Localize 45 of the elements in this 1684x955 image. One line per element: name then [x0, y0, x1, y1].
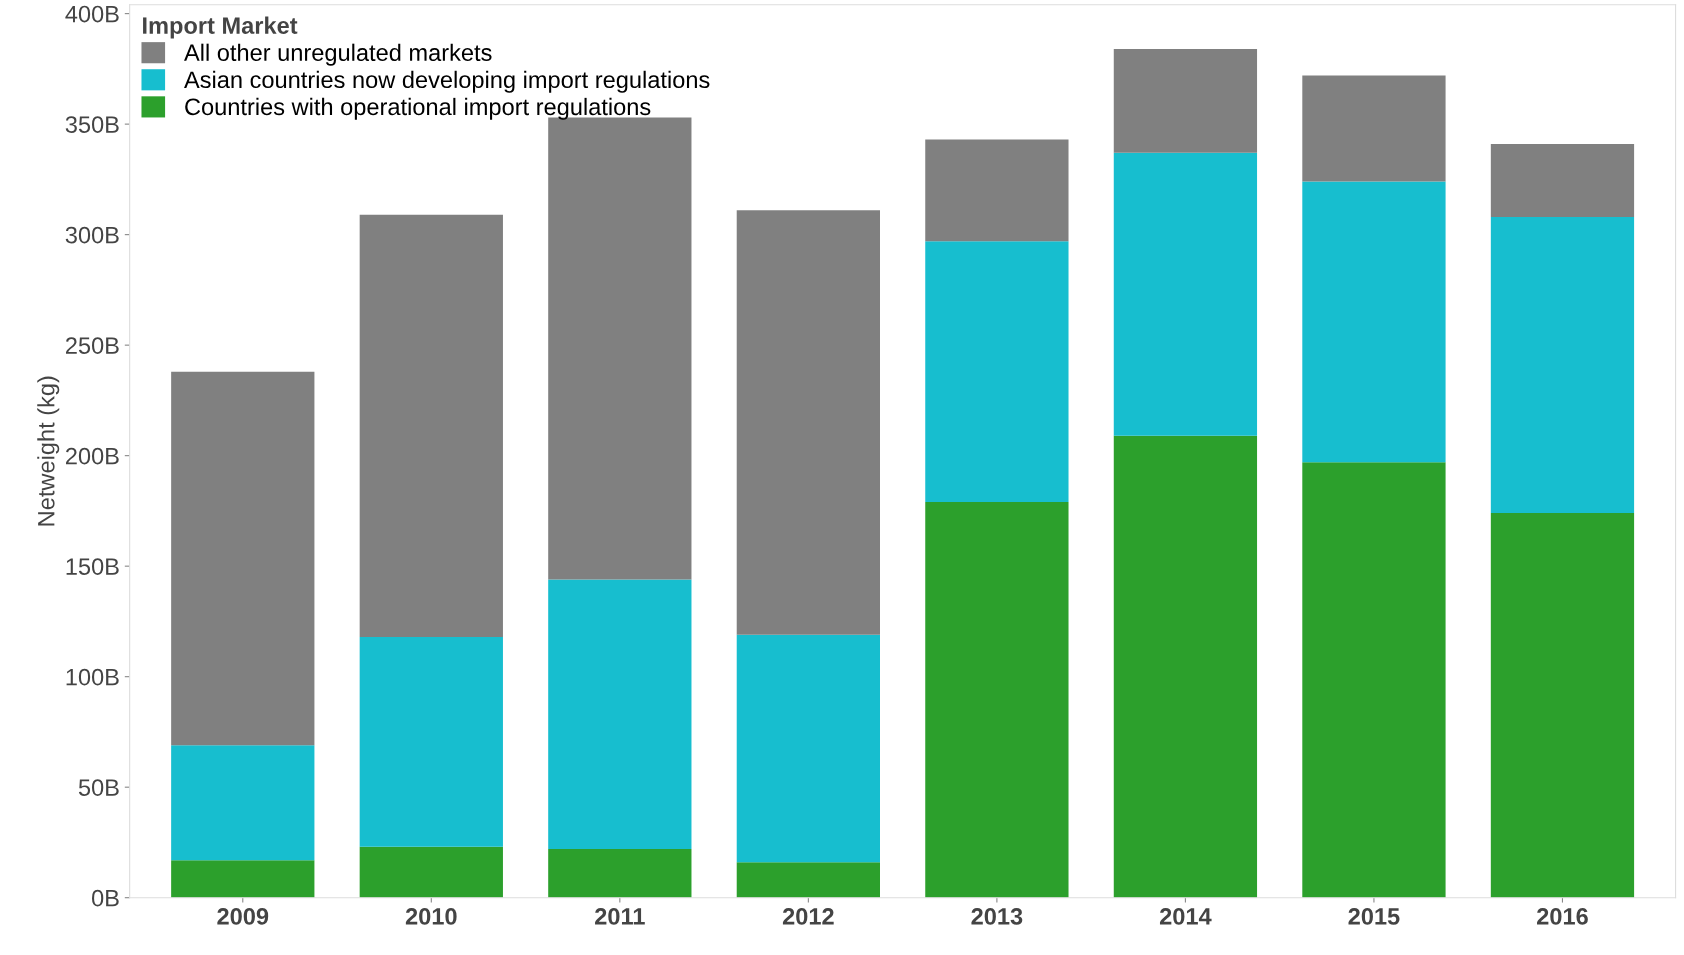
bar [1490, 216, 1635, 514]
y-tick-label: 350B [65, 116, 119, 133]
x-tick-label: 2012 [782, 908, 834, 925]
bar [548, 579, 692, 850]
y-tick-label: 250B [65, 337, 119, 354]
bar [925, 502, 1069, 898]
bar [359, 636, 503, 847]
y-tick-label: 300B [65, 226, 119, 244]
y-tick-label: 100B [66, 668, 119, 686]
bar [359, 214, 503, 637]
y-tick-label: 150B [66, 558, 119, 575]
bar [171, 745, 315, 861]
bar [1490, 513, 1635, 898]
bar [736, 862, 880, 898]
y-tick-label: 200B [65, 447, 119, 465]
legend-label: Asian countries now developing import regulations [184, 70, 710, 93]
y-axis-title: Netweight (kg) [37, 376, 60, 526]
bar [171, 371, 315, 746]
x-tick-label: 2013 [971, 908, 1023, 925]
legend-label: Countries with operational import regulations [185, 97, 651, 120]
bar [1302, 181, 1446, 463]
bar [925, 241, 1069, 503]
x-tick-label: 2010 [405, 908, 457, 925]
bar [1113, 152, 1258, 436]
x-tick-label: 2011 [595, 908, 645, 925]
x-tick-label: 2009 [217, 908, 269, 925]
bar [171, 860, 315, 898]
bar [1490, 144, 1635, 217]
y-tick-label: 0B [91, 889, 119, 907]
bar [736, 210, 880, 635]
bar [359, 846, 503, 898]
bar [1302, 75, 1446, 182]
legend-label: All other unregulated markets [184, 43, 492, 66]
bar [1113, 48, 1258, 153]
x-tick-label: 2014 [1159, 908, 1212, 925]
x-tick-label: 2016 [1537, 908, 1588, 925]
legend-title: Import Market [143, 16, 298, 39]
bar [1302, 462, 1446, 898]
y-tick-label: 50B [78, 779, 119, 796]
y-tick-label: 400B [65, 5, 119, 23]
bar [736, 634, 880, 863]
bar [1113, 435, 1258, 898]
bar [548, 849, 692, 898]
bar [925, 139, 1069, 242]
x-tick-label: 2015 [1348, 908, 1400, 925]
